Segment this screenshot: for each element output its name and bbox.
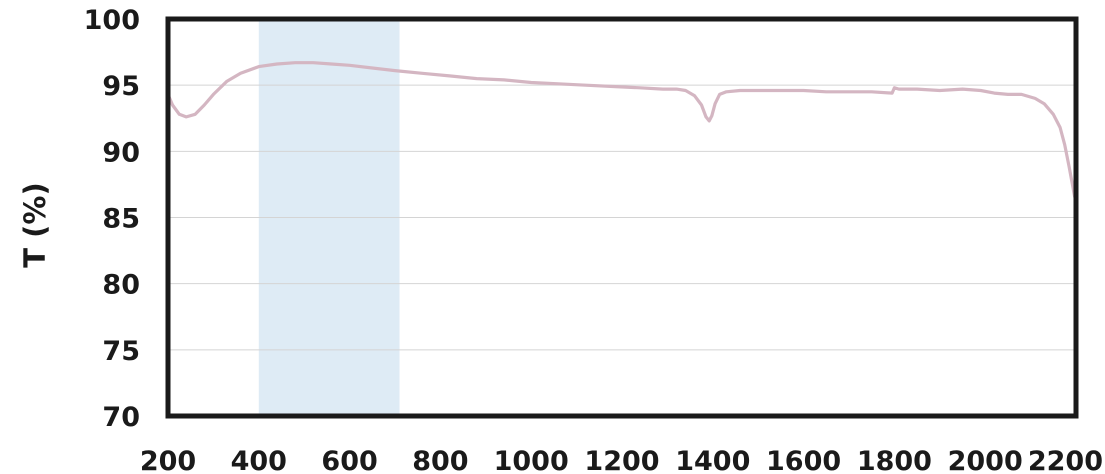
y-tick-label: 75 xyxy=(102,336,140,367)
x-tick-label: 1000 xyxy=(494,446,569,474)
y-tick-label: 80 xyxy=(102,270,140,301)
y-tick-label: 100 xyxy=(84,5,140,36)
y-tick-label: 70 xyxy=(102,402,140,433)
x-tick-label: 2200 xyxy=(1028,446,1103,474)
x-tick-label: 1400 xyxy=(675,446,750,474)
x-tick-label: 200 xyxy=(140,446,196,474)
y-tick-label: 85 xyxy=(102,204,140,235)
y-tick-label: 95 xyxy=(102,71,140,102)
x-tick-label: 2000 xyxy=(948,446,1023,474)
transmission-line xyxy=(166,61,1078,202)
y-tick-label: 90 xyxy=(102,137,140,168)
plot-frame xyxy=(165,16,1079,419)
x-tick-label: 400 xyxy=(231,446,287,474)
x-tick-label: 1600 xyxy=(766,446,841,474)
y-axis-label: T (%) xyxy=(18,182,52,267)
x-tick-label: 1200 xyxy=(584,446,659,474)
x-tick-label: 1800 xyxy=(857,446,932,474)
x-tick-label: 600 xyxy=(321,446,377,474)
x-tick-label: 800 xyxy=(412,446,468,474)
